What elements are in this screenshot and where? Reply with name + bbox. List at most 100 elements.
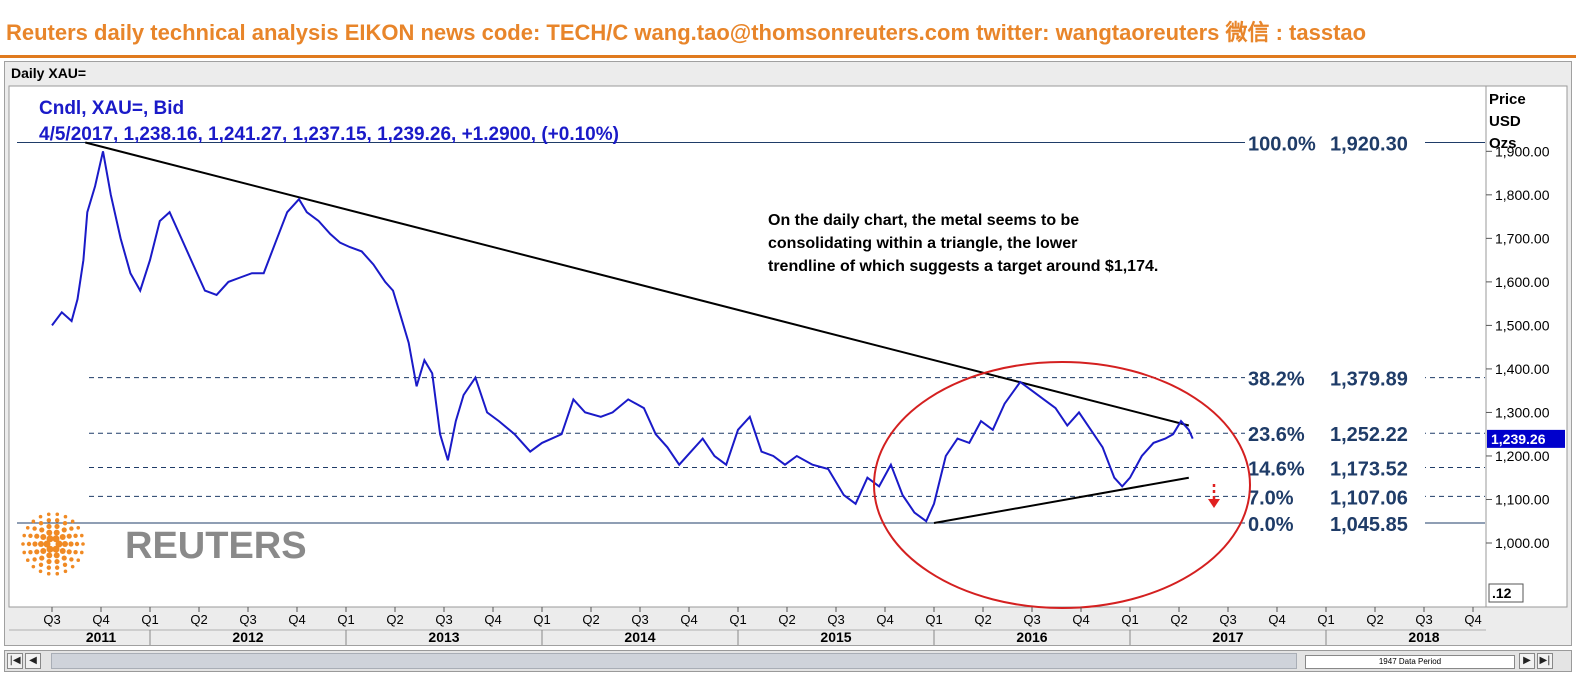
quote-line: 4/5/2017, 1,238.16, 1,241.27, 1,237.15, … bbox=[39, 124, 619, 145]
y-tick-label: 1,200.00 bbox=[1495, 448, 1550, 464]
y-tick-label: 1,700.00 bbox=[1495, 230, 1550, 246]
logo-dot bbox=[66, 549, 72, 555]
logo-dot bbox=[43, 540, 51, 548]
logo-dot bbox=[61, 555, 67, 561]
logo-dot bbox=[59, 533, 66, 540]
quarter-label: Q4 bbox=[876, 612, 893, 627]
price-series-line bbox=[51, 151, 1194, 523]
scroll-start-icon[interactable]: |◀ bbox=[7, 653, 23, 669]
logo-dot bbox=[34, 549, 40, 555]
fib-percent-label: 38.2% bbox=[1248, 369, 1305, 391]
logo-dot bbox=[31, 564, 36, 569]
y-tick-label: 1,300.00 bbox=[1495, 404, 1550, 420]
y-tick-label: 1,800.00 bbox=[1495, 187, 1550, 203]
quarter-label: Q3 bbox=[1415, 612, 1432, 627]
logo-dot bbox=[69, 526, 74, 531]
quarter-label: Q4 bbox=[484, 612, 501, 627]
fib-label-bg bbox=[1245, 455, 1425, 480]
logo-dot bbox=[76, 525, 81, 530]
trendline bbox=[85, 141, 1190, 427]
logo-dot bbox=[79, 533, 84, 538]
data-period-label: 1947 Data Period bbox=[1305, 655, 1515, 669]
logo-dot bbox=[55, 571, 60, 576]
axis-corner-label: .12 bbox=[1492, 585, 1512, 601]
quarter-label: Q4 bbox=[92, 612, 109, 627]
logo-dot bbox=[73, 533, 78, 538]
logo-dot bbox=[52, 535, 60, 543]
quarter-label: Q4 bbox=[680, 612, 697, 627]
logo-dot bbox=[46, 552, 53, 559]
trendline bbox=[933, 476, 1189, 525]
legend-line: Cndl, XAU=, Bid bbox=[39, 98, 184, 119]
year-label: 2013 bbox=[428, 629, 459, 645]
reuters-logo-icon bbox=[21, 512, 85, 576]
quarter-label: Q2 bbox=[1170, 612, 1187, 627]
logo-dot bbox=[63, 569, 68, 574]
logo-dot bbox=[32, 526, 37, 531]
time-scrollbar[interactable]: |◀ ◀ 1947 Data Period ▶ ▶| bbox=[4, 650, 1572, 672]
fib-percent-label: 0.0% bbox=[1248, 514, 1294, 536]
down-arrow-icon bbox=[1208, 484, 1220, 508]
y-tick-label: 1,500.00 bbox=[1495, 317, 1550, 333]
logo-dot bbox=[38, 514, 43, 519]
logo-dot bbox=[55, 512, 60, 517]
y-axis-area bbox=[1485, 85, 1568, 608]
logo-dot bbox=[54, 523, 60, 530]
quarter-label: Q4 bbox=[1072, 612, 1089, 627]
logo-dot bbox=[79, 550, 84, 555]
logo-dot bbox=[74, 541, 80, 547]
logo-dot bbox=[46, 512, 51, 517]
fib-label-bg bbox=[1245, 511, 1425, 536]
fib-percent-label: 23.6% bbox=[1248, 424, 1305, 446]
logo-dot bbox=[63, 514, 68, 519]
price-chart[interactable]: 100.0% 1,920.30 38.2% 1,379.89 23.6% 1,252.22… bbox=[5, 62, 1571, 645]
fib-label-bg bbox=[1245, 484, 1425, 509]
annotation-line-1: On the daily chart, the metal seems to b… bbox=[768, 212, 1079, 229]
fib-value-label: 1,920.30 bbox=[1330, 133, 1408, 155]
quarter-label: Q2 bbox=[1366, 612, 1383, 627]
scroll-end-icon[interactable]: ▶| bbox=[1537, 653, 1553, 669]
logo-dot bbox=[62, 541, 68, 547]
axis-corner-box bbox=[1488, 583, 1524, 603]
logo-dot bbox=[38, 521, 44, 526]
quarter-label: Q1 bbox=[533, 612, 550, 627]
logo-dot bbox=[38, 541, 44, 547]
logo-dot bbox=[54, 558, 60, 565]
logo-dot bbox=[46, 535, 54, 543]
quarter-label: Q3 bbox=[827, 612, 844, 627]
scroll-left-icon[interactable]: ◀ bbox=[25, 653, 41, 669]
current-price-label: 1,239.26 bbox=[1491, 431, 1546, 447]
logo-dot bbox=[53, 552, 60, 559]
logo-dot bbox=[46, 565, 52, 570]
quarter-label: Q2 bbox=[190, 612, 207, 627]
logo-dot bbox=[32, 541, 38, 547]
logo-dot bbox=[39, 555, 45, 561]
y-tick-label: 1,000.00 bbox=[1495, 535, 1550, 551]
year-label: 2017 bbox=[1212, 629, 1243, 645]
quarter-label: Q3 bbox=[1219, 612, 1236, 627]
quarter-label: Q3 bbox=[631, 612, 648, 627]
y-axis-title-line-2: USD bbox=[1489, 113, 1521, 130]
logo-dot bbox=[32, 557, 37, 562]
fib-label-bg bbox=[1245, 130, 1425, 155]
y-axis-title-line-3: Ozs bbox=[1489, 135, 1517, 152]
logo-dot bbox=[53, 529, 60, 536]
current-price-marker: 1,239.26 bbox=[1487, 429, 1565, 448]
logo-dot bbox=[69, 557, 74, 562]
year-label: 2012 bbox=[232, 629, 263, 645]
logo-dot bbox=[76, 558, 81, 563]
logo-dot bbox=[40, 548, 47, 555]
scroll-track[interactable] bbox=[51, 653, 1297, 669]
logo-dot bbox=[68, 541, 74, 547]
logo-dot bbox=[28, 550, 33, 555]
quarter-label: Q1 bbox=[337, 612, 354, 627]
scroll-right-icon[interactable]: ▶ bbox=[1519, 653, 1535, 669]
y-axis-title-line-1: Price bbox=[1489, 91, 1526, 108]
quarter-label: Q2 bbox=[386, 612, 403, 627]
logo-dot bbox=[46, 518, 52, 523]
logo-dot bbox=[46, 558, 52, 565]
logo-dot bbox=[21, 542, 25, 546]
logo-dot bbox=[25, 525, 30, 530]
annotation-line-3: trendline of which suggests a target aro… bbox=[768, 258, 1158, 275]
y-tick-label: 1,600.00 bbox=[1495, 274, 1550, 290]
